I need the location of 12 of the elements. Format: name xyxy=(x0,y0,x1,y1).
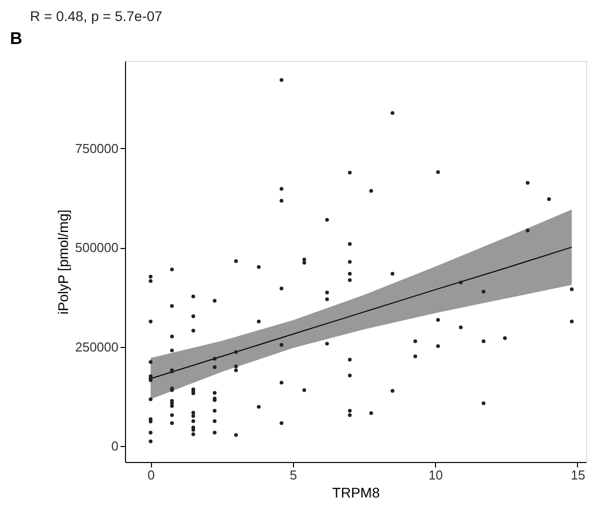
chart-title: R = 0.48, p = 5.7e-07 xyxy=(30,8,163,24)
x-tick-label: 15 xyxy=(570,468,586,482)
x-axis-title: TRPM8 xyxy=(332,484,380,500)
text: B xyxy=(10,29,22,48)
x-tick-label: 0 xyxy=(147,468,155,482)
y-axis-title: iPolyP [pmol/mg] xyxy=(55,210,72,314)
y-tick-label: 250000 xyxy=(75,339,118,354)
x-tick-label: 5 xyxy=(290,468,298,482)
y-tick-label: 0 xyxy=(111,438,118,454)
x-tick-label: 10 xyxy=(428,468,443,482)
y-tick-label: 750000 xyxy=(75,140,118,156)
y-tick-label: 500000 xyxy=(75,240,118,256)
